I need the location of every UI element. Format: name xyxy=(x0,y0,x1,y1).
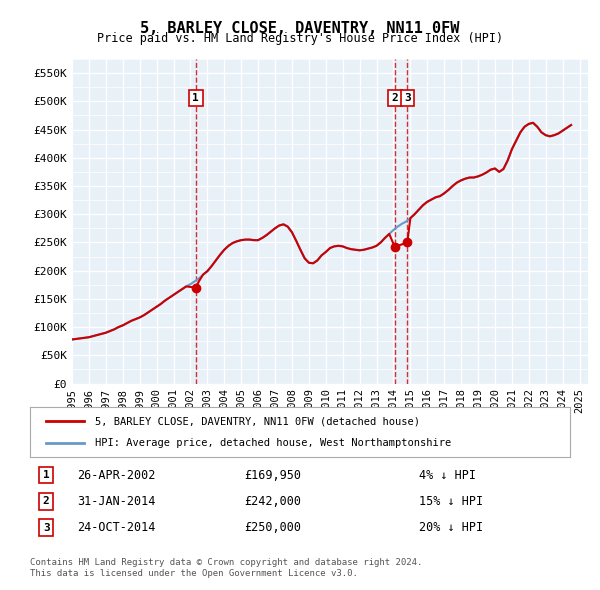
Text: 1: 1 xyxy=(43,470,50,480)
Text: 3: 3 xyxy=(43,523,50,533)
Text: 26-APR-2002: 26-APR-2002 xyxy=(77,468,155,481)
Text: 31-JAN-2014: 31-JAN-2014 xyxy=(77,495,155,508)
Text: 20% ↓ HPI: 20% ↓ HPI xyxy=(419,521,483,534)
Text: Price paid vs. HM Land Registry's House Price Index (HPI): Price paid vs. HM Land Registry's House … xyxy=(97,32,503,45)
Text: 15% ↓ HPI: 15% ↓ HPI xyxy=(419,495,483,508)
Text: 3: 3 xyxy=(404,93,410,103)
Text: £250,000: £250,000 xyxy=(245,521,302,534)
Text: 4% ↓ HPI: 4% ↓ HPI xyxy=(419,468,476,481)
Text: This data is licensed under the Open Government Licence v3.0.: This data is licensed under the Open Gov… xyxy=(30,569,358,578)
Text: Contains HM Land Registry data © Crown copyright and database right 2024.: Contains HM Land Registry data © Crown c… xyxy=(30,558,422,566)
Text: HPI: Average price, detached house, West Northamptonshire: HPI: Average price, detached house, West… xyxy=(95,438,451,448)
Text: £169,950: £169,950 xyxy=(245,468,302,481)
Text: 2: 2 xyxy=(391,93,398,103)
Text: 2: 2 xyxy=(43,496,50,506)
Text: £242,000: £242,000 xyxy=(245,495,302,508)
Text: 1: 1 xyxy=(193,93,199,103)
Text: 24-OCT-2014: 24-OCT-2014 xyxy=(77,521,155,534)
Text: 5, BARLEY CLOSE, DAVENTRY, NN11 0FW: 5, BARLEY CLOSE, DAVENTRY, NN11 0FW xyxy=(140,21,460,35)
Text: 5, BARLEY CLOSE, DAVENTRY, NN11 0FW (detached house): 5, BARLEY CLOSE, DAVENTRY, NN11 0FW (det… xyxy=(95,416,420,426)
